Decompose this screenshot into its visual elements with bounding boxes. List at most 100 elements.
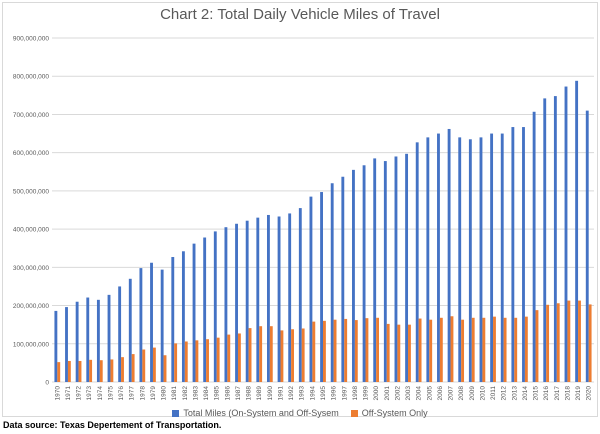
bar-total-miles (256, 217, 260, 382)
y-tick-label: 300,000,000 (13, 265, 50, 272)
bar-off-system (503, 317, 507, 382)
x-tick-label: 2000 (373, 386, 380, 401)
bar-off-system (195, 340, 199, 382)
x-tick-label: 1994 (309, 386, 316, 401)
bar-off-system (269, 326, 273, 382)
bar-off-system (67, 360, 71, 382)
bar-off-system (78, 360, 82, 382)
bar-off-system (461, 319, 465, 382)
bar-off-system (546, 304, 550, 382)
bar-total-miles (500, 133, 504, 382)
x-tick-label: 1976 (118, 386, 125, 401)
y-tick-label: 0 (45, 380, 49, 387)
x-tick-label: 1984 (203, 386, 210, 401)
legend: Total Miles (On-System and Off-Sysem Off… (0, 406, 600, 420)
legend-item-off-system: Off-System Only (350, 408, 428, 418)
chart-frame (2, 2, 598, 417)
bar-total-miles (139, 268, 143, 382)
bar-total-miles (553, 96, 557, 382)
bar-total-miles (575, 80, 579, 382)
x-tick-label: 1975 (107, 386, 114, 401)
x-tick-label: 2005 (426, 386, 433, 401)
bar-off-system (184, 341, 188, 382)
bar-total-miles (65, 307, 68, 382)
x-tick-label: 1980 (161, 386, 168, 401)
bar-off-system (333, 319, 337, 382)
x-tick-label: 1974 (97, 386, 104, 401)
bar-total-miles (362, 165, 366, 382)
legend-item-total: Total Miles (On-System and Off-Sysem (172, 408, 339, 418)
x-tick-label: 1978 (139, 386, 146, 401)
bar-total-miles (394, 156, 398, 382)
x-tick-label: 1970 (54, 386, 61, 401)
bar-total-miles (490, 133, 494, 382)
x-tick-label: 1971 (65, 386, 72, 401)
bar-off-system (429, 319, 433, 382)
x-tick-label: 1985 (214, 386, 221, 401)
x-tick-label: 2012 (501, 386, 508, 401)
x-tick-label: 1997 (341, 386, 348, 401)
bar-total-miles (150, 262, 153, 382)
bar-off-system (142, 349, 146, 382)
y-tick-label: 700,000,000 (13, 112, 50, 119)
x-tick-label: 1977 (129, 386, 136, 401)
bar-total-miles (235, 223, 238, 382)
bar-off-system (397, 324, 401, 382)
bar-total-miles (437, 133, 440, 382)
x-tick-label: 2013 (511, 386, 518, 401)
x-tick-label: 2001 (384, 386, 391, 401)
bar-total-miles (266, 214, 270, 382)
bar-total-miles (160, 269, 164, 382)
bar-off-system (312, 321, 316, 382)
x-tick-label: 2018 (564, 386, 571, 401)
bar-total-miles (213, 231, 217, 382)
x-tick-label: 1988 (246, 386, 253, 401)
bar-total-miles (341, 176, 345, 382)
x-tick-label: 2016 (543, 386, 550, 401)
bar-off-system (174, 343, 178, 382)
x-tick-label: 2017 (554, 386, 561, 401)
bar-total-miles (447, 128, 451, 382)
bar-off-system (259, 326, 263, 382)
bar-off-system (344, 318, 348, 382)
x-tick-label: 1979 (150, 386, 157, 401)
bar-total-miles (543, 98, 547, 382)
bar-off-system (493, 316, 496, 382)
y-tick-label: 800,000,000 (13, 74, 50, 81)
source-note: Data source: Texas Depertement of Transp… (3, 420, 222, 430)
bar-total-miles (585, 110, 589, 382)
x-tick-label: 2019 (575, 386, 582, 401)
bar-total-miles (192, 243, 196, 382)
x-tick-label: 2006 (437, 386, 444, 401)
x-tick-label: 1987 (235, 386, 242, 401)
bar-total-miles (564, 86, 568, 382)
bar-off-system (152, 347, 156, 382)
legend-label-total: Total Miles (On-System and Off-Sysem (183, 408, 339, 418)
bar-total-miles (118, 286, 122, 382)
y-tick-label: 200,000,000 (13, 303, 50, 310)
y-tick-label: 400,000,000 (13, 227, 50, 234)
bar-total-miles (181, 251, 185, 382)
bar-total-miles (288, 213, 292, 382)
bar-total-miles (373, 158, 377, 382)
x-tick-label: 2015 (533, 386, 540, 401)
bar-off-system (471, 317, 475, 382)
y-tick-label: 900,000,000 (13, 36, 50, 43)
legend-label-off-system: Off-System Only (361, 408, 428, 418)
bar-total-miles (245, 220, 249, 382)
bar-off-system (482, 317, 486, 382)
bar-total-miles (277, 216, 281, 382)
x-tick-label: 1982 (182, 386, 189, 401)
bar-off-system (376, 317, 380, 382)
bar-off-system (556, 303, 560, 382)
x-tick-label: 2004 (416, 386, 423, 401)
x-tick-label: 1973 (86, 386, 93, 401)
bar-total-miles (320, 192, 323, 382)
bar-off-system (291, 329, 294, 382)
y-axis-tick-labels: 0 100,000,000 200,000,000 300,000,000 400,00… (13, 36, 50, 387)
bar-off-system (354, 320, 358, 382)
x-tick-label: 1989 (256, 386, 263, 401)
x-tick-label: 1999 (363, 386, 370, 401)
